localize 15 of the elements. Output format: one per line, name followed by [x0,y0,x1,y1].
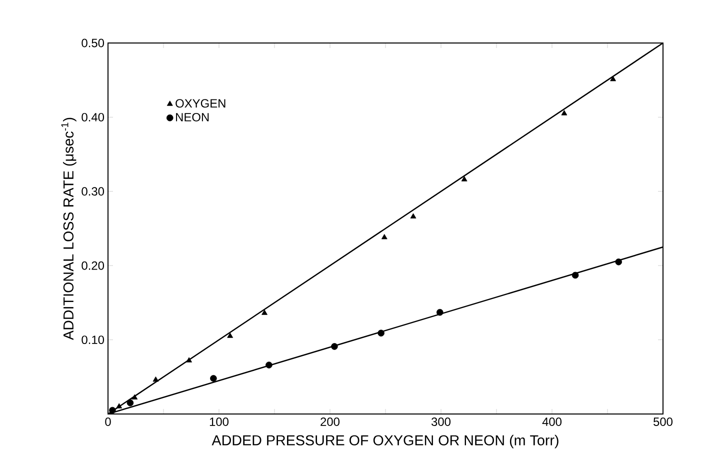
y-tick-label: 0.50 [82,38,104,48]
x-tick-label: 0 [105,418,111,426]
y-tick-label: 0.10 [82,336,104,344]
y-axis-title: ADDITIONAL LOSS RATE (μsec$^{-1}$) [61,118,76,340]
x-tick-label: 300 [431,418,451,426]
y-tick-label: 0.40 [82,112,104,122]
x-tick-label: 200 [320,418,340,426]
legend-label: OXYGEN [176,99,226,108]
y-tick-label: 0.30 [82,187,104,196]
x-tick-label: 400 [542,418,562,426]
x-tick-label: 500 [654,418,673,426]
legend-label: NEON [176,112,209,122]
x-axis-title: ADDED PRESSURE OF OXYGEN OR NEON (m Torr) [212,434,558,448]
y-tick-label: 0.20 [82,261,104,270]
x-tick-label: 100 [210,418,229,426]
